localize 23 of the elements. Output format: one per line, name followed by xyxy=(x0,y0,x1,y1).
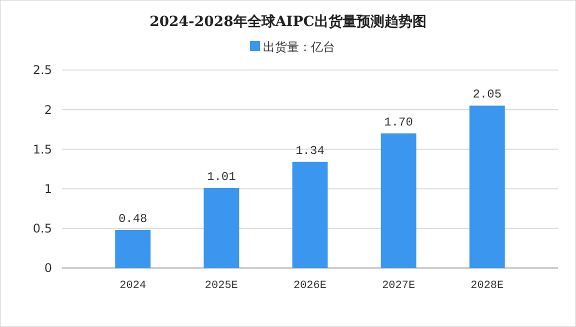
bar xyxy=(292,162,328,268)
bar xyxy=(204,188,240,268)
data-label: 1.70 xyxy=(384,115,413,130)
y-tick-label: 0.5 xyxy=(32,222,52,236)
x-tick-label: 2024 xyxy=(120,280,146,292)
bar xyxy=(380,133,416,268)
bar xyxy=(469,106,505,268)
data-label: 0.48 xyxy=(118,212,148,226)
y-tick-label: 1.5 xyxy=(32,142,52,156)
x-tick-label: 2027E xyxy=(382,280,416,292)
x-tick-label: 2028E xyxy=(470,280,504,292)
data-label: 2.05 xyxy=(472,88,502,102)
x-tick-label: 2026E xyxy=(293,280,327,292)
data-label: 1.34 xyxy=(296,144,324,158)
data-label: 1.01 xyxy=(207,170,236,184)
chart-title: 2024-2028年全球AIPC出货量预测趋势图 xyxy=(150,14,426,30)
bar xyxy=(115,230,151,268)
x-tick-label: 2025E xyxy=(204,280,238,292)
y-tick-label: 2 xyxy=(44,102,52,117)
y-tick-label: 1 xyxy=(44,182,52,196)
y-tick-label: 2.5 xyxy=(32,63,52,78)
legend-label: 出货量：亿台 xyxy=(263,40,335,54)
y-tick-label: 0 xyxy=(44,261,52,276)
